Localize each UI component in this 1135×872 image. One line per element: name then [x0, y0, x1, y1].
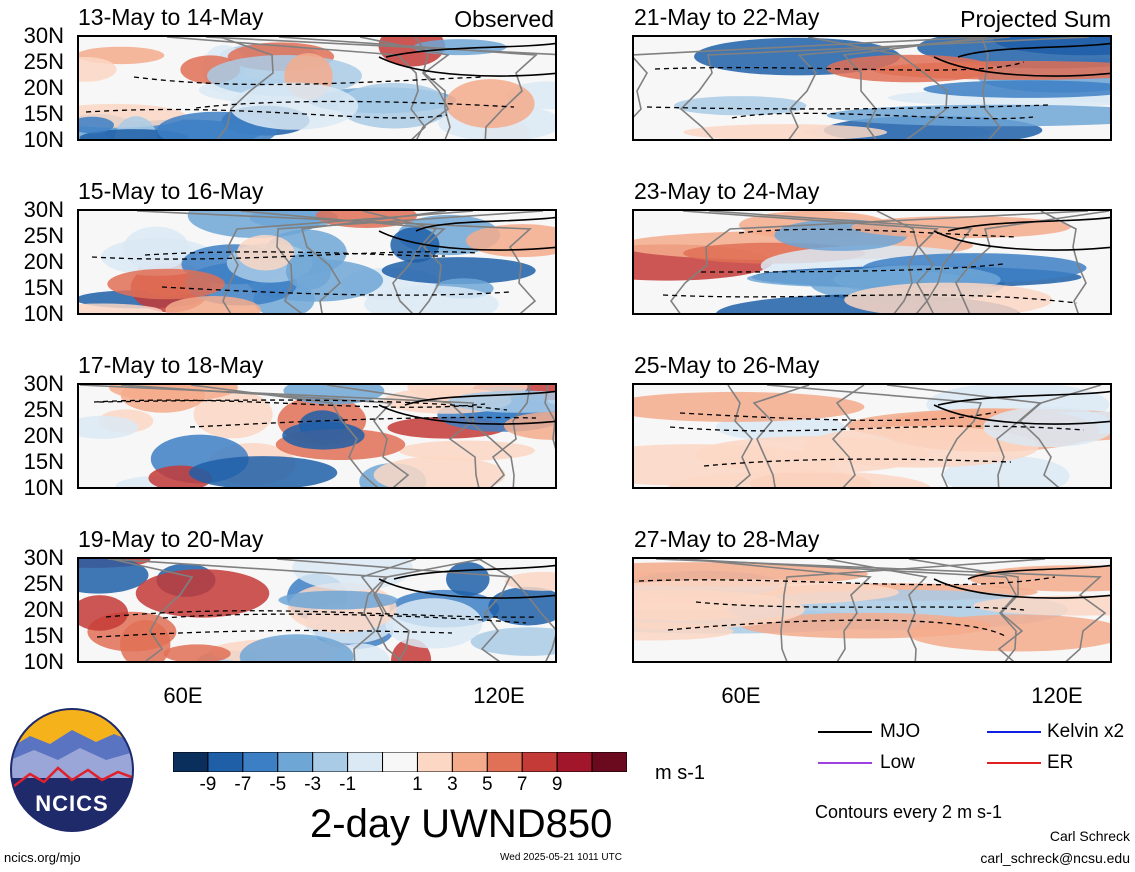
colorbar-swatch: [347, 751, 384, 773]
panel-title-5: 21-May to 22-May: [634, 4, 820, 30]
lat-label: 30N: [23, 197, 64, 222]
lat-label: 30N: [23, 23, 64, 48]
colorbar-swatch: [486, 751, 523, 773]
colorbar-swatch: [382, 751, 418, 773]
colorbar-tick-label: -5: [269, 774, 287, 795]
lat-label: 25N: [23, 397, 64, 422]
legend-label-low: Low: [880, 752, 915, 773]
legend-label-er: ER: [1047, 752, 1074, 773]
lat-label: 20N: [23, 249, 64, 274]
colorbar-swatch: [277, 751, 314, 773]
lat-label: 15N: [23, 449, 64, 474]
lat-label: 30N: [23, 371, 64, 396]
lat-label: 20N: [23, 423, 64, 448]
colorbar-tick-label: 9: [551, 774, 563, 795]
main-title: 2-day UWND850: [310, 802, 613, 846]
panel-title-6: 23-May to 24-May: [634, 178, 820, 204]
colorbar-tick-label: 3: [447, 774, 458, 795]
lat-label: 20N: [23, 597, 64, 622]
contour-note: Contours every 2 m s-1: [815, 802, 1003, 822]
legend-label-mjo: MJO: [880, 721, 921, 742]
colorbar-tick-label: -1: [339, 774, 357, 795]
map-panel-6: [632, 209, 1112, 315]
lat-label: 25N: [23, 223, 64, 248]
lat-label: 20N: [23, 75, 64, 100]
lon-label-120e-left: 120E: [473, 683, 525, 708]
colorbar-swatch: [312, 751, 349, 773]
map-panel-1: [77, 35, 557, 141]
legend: [815, 718, 1135, 818]
lat-label: 25N: [23, 49, 64, 74]
colorbar-swatch: [242, 751, 279, 773]
colorbar: [172, 751, 628, 773]
colorbar-tick-label: 1: [412, 774, 423, 795]
colorbar-tick-label: -3: [304, 774, 322, 795]
lat-label: 10N: [23, 475, 64, 500]
map-panel-8: [632, 557, 1112, 663]
panel-title-8: 27-May to 28-May: [634, 526, 820, 552]
lon-label-120e-right: 120E: [1031, 683, 1083, 708]
lat-label: 10N: [23, 127, 64, 152]
lat-label: 10N: [23, 301, 64, 326]
panel-title-7: 25-May to 26-May: [634, 352, 820, 378]
footer-author: Carl Schreck: [1049, 828, 1130, 844]
colorbar-swatch: [451, 751, 488, 773]
map-panel-5: [632, 35, 1112, 141]
panel-title-2: 15-May to 16-May: [78, 178, 264, 204]
colorbar-tick-label: 7: [516, 774, 528, 795]
lat-label: 30N: [23, 545, 64, 570]
footer-email: carl_schreck@ncsu.edu: [980, 850, 1130, 866]
legend-label-kelvin: Kelvin x2: [1047, 721, 1125, 742]
colorbar-swatch: [591, 751, 628, 773]
panel-title-1: 13-May to 14-May: [78, 4, 264, 30]
colorbar-swatch: [172, 751, 209, 773]
colorbar-tick-label: -9: [199, 774, 217, 795]
map-panel-2: [77, 209, 557, 315]
map-panel-3: [77, 383, 557, 489]
panel-title-4: 19-May to 20-May: [78, 526, 264, 552]
lon-label-60e-left: 60E: [163, 683, 203, 708]
panel-title-3: 17-May to 18-May: [78, 352, 264, 378]
ncics-logo: NCICS: [10, 708, 134, 832]
colorbar-tick-label: -7: [234, 774, 252, 795]
lat-label: 15N: [23, 275, 64, 300]
projected-sum-label: Projected Sum: [960, 6, 1111, 32]
colorbar-tick-label: 5: [482, 774, 493, 795]
colorbar-swatch: [416, 751, 453, 773]
colorbar-swatch: [556, 751, 593, 773]
lat-label: 25N: [23, 571, 64, 596]
ncics-logo-text: NCICS: [35, 791, 108, 816]
lat-label: 15N: [23, 101, 64, 126]
lat-label: 15N: [23, 623, 64, 648]
colorbar-swatch: [521, 751, 558, 773]
footer-url: ncics.org/mjo: [4, 850, 81, 865]
units-label: m s-1: [655, 762, 705, 784]
footer-timestamp: Wed 2025-05-21 1011 UTC: [500, 852, 622, 863]
map-panel-4: [77, 557, 557, 663]
colorbar-swatch: [207, 751, 244, 773]
map-panel-7: [632, 383, 1112, 489]
lat-label: 10N: [23, 649, 64, 674]
lon-label-60e-right: 60E: [721, 683, 761, 708]
observed-label: Observed: [454, 6, 554, 32]
